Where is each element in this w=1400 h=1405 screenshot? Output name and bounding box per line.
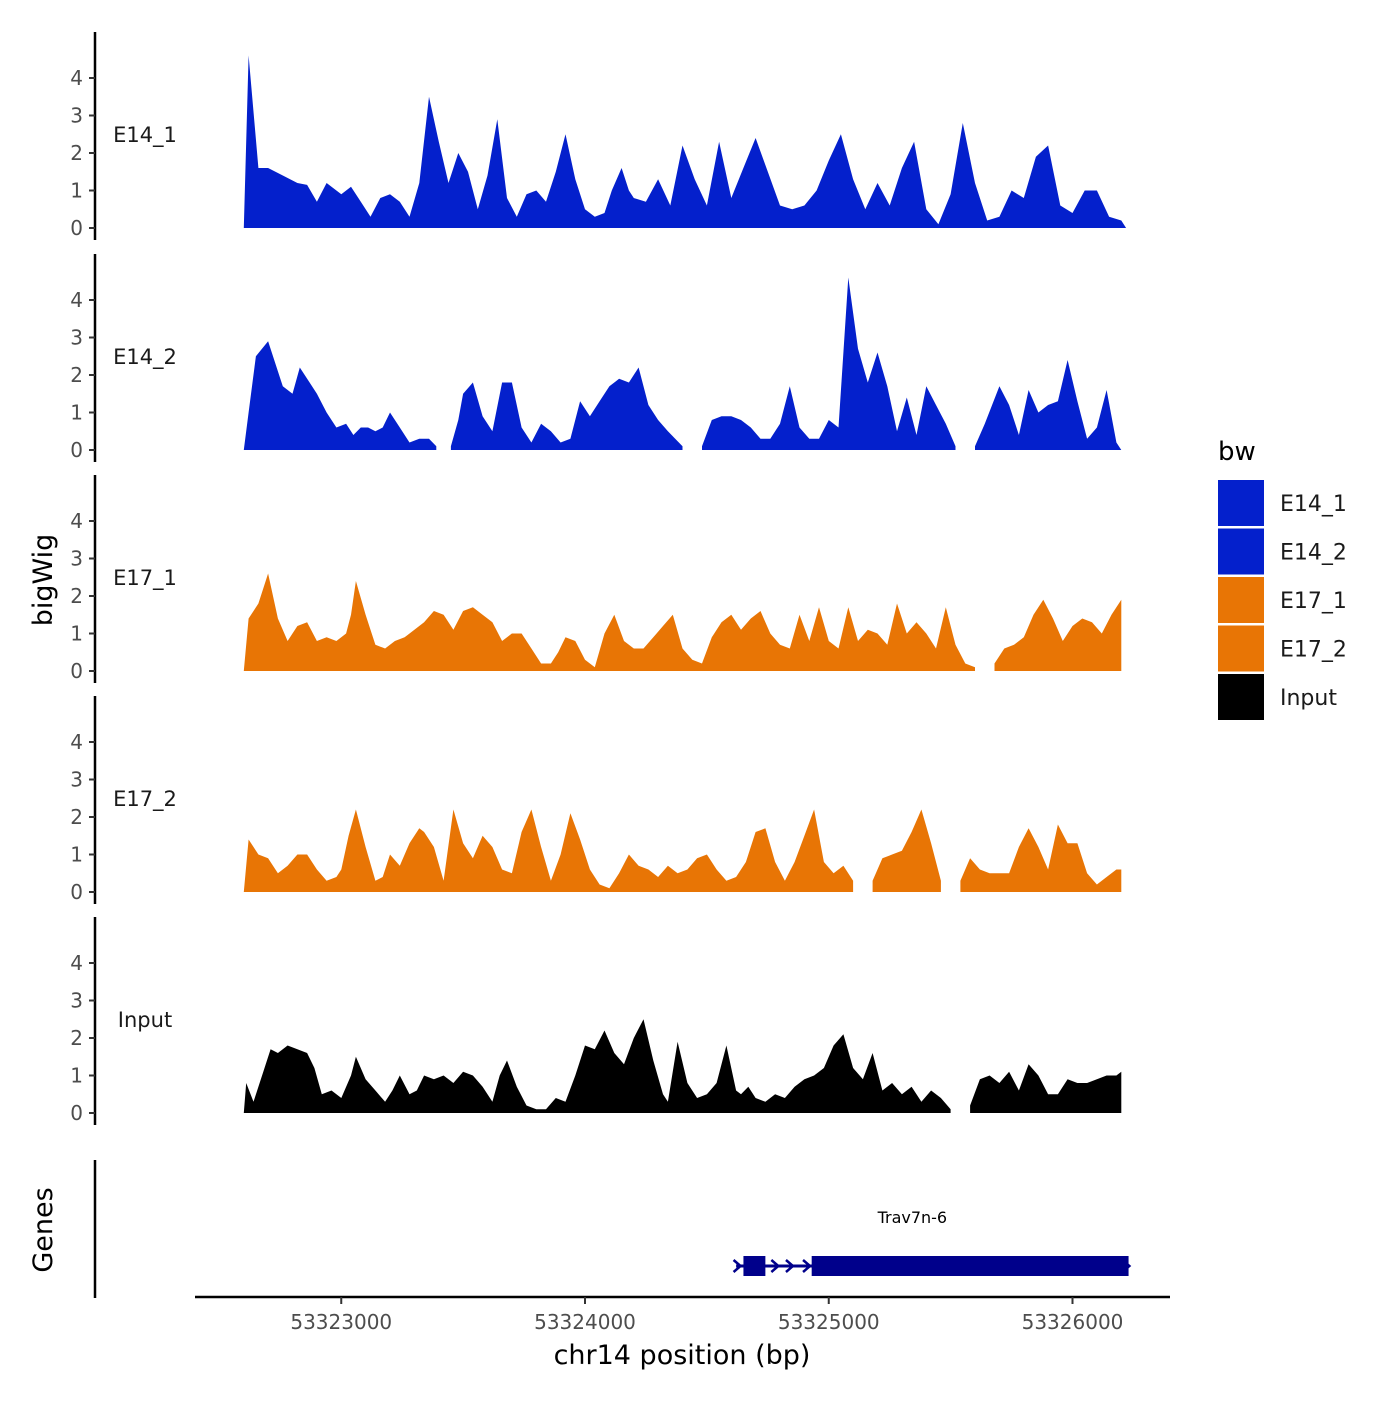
legend-entries: E14_1 E14_2 E17_1 E17_2 Input bbox=[1218, 480, 1347, 720]
x-tick-label: 53324000 bbox=[534, 1310, 636, 1334]
y-tick-label: 0 bbox=[70, 880, 83, 904]
legend-label: Input bbox=[1280, 686, 1337, 711]
coverage-area bbox=[970, 1064, 1122, 1113]
y-tick-label: 3 bbox=[70, 768, 83, 792]
legend-swatch bbox=[1218, 625, 1264, 672]
y-tick-label: 2 bbox=[70, 1026, 83, 1050]
y-tick-label: 0 bbox=[70, 216, 83, 240]
y-tick-label: 4 bbox=[70, 951, 83, 975]
y-tick-label: 0 bbox=[70, 659, 83, 683]
tracks-layer: 0 1 2 3 4 E14_1 0 1 2 3 4 E14_2 0 1 2 3 4 E17_1 0 1 2 3 4 E17_2… bbox=[70, 32, 1127, 1125]
track-label: E14_1 bbox=[113, 123, 177, 148]
coverage-area bbox=[872, 809, 941, 892]
coverage-area bbox=[243, 573, 976, 671]
gene-label: Trav7n-6 bbox=[877, 1208, 948, 1227]
y-tick-label: 3 bbox=[70, 989, 83, 1013]
track-e14-2: 0 1 2 3 4 E14_2 bbox=[70, 254, 1122, 462]
legend-label: E14_2 bbox=[1280, 541, 1347, 566]
y-tick-label: 3 bbox=[70, 326, 83, 350]
legend-entry-e14-2: E14_2 bbox=[1218, 528, 1347, 575]
y-axis-title: bigWig bbox=[28, 534, 59, 627]
y-tick-label: 0 bbox=[70, 438, 83, 462]
track-label: E17_1 bbox=[113, 566, 177, 591]
legend-swatch bbox=[1218, 480, 1264, 526]
coverage-area bbox=[243, 341, 437, 450]
track-e17-2: 0 1 2 3 4 E17_2 bbox=[70, 696, 1122, 904]
legend-label: E17_2 bbox=[1280, 638, 1347, 663]
y-tick-label: 4 bbox=[70, 66, 83, 90]
y-tick-label: 2 bbox=[70, 584, 83, 608]
gene-strand-arrow bbox=[732, 1259, 743, 1273]
x-tick-label: 53325000 bbox=[778, 1310, 880, 1334]
y-tick-label: 2 bbox=[70, 805, 83, 829]
legend-label: E17_1 bbox=[1280, 589, 1347, 614]
x-tick-label: 53326000 bbox=[1022, 1310, 1124, 1334]
y-tick-label: 2 bbox=[70, 141, 83, 165]
x-axis-title: chr14 position (bp) bbox=[554, 1340, 811, 1371]
x-tick-label: 53323000 bbox=[290, 1310, 392, 1334]
y-tick-label: 1 bbox=[70, 179, 83, 203]
track-label: E17_2 bbox=[113, 787, 177, 812]
y-tick-label: 3 bbox=[70, 104, 83, 128]
legend: bw E14_1 E14_2 E17_1 E17_2 Input bbox=[1218, 437, 1347, 720]
y-tick-label: 1 bbox=[70, 1064, 83, 1088]
legend-title: bw bbox=[1218, 437, 1256, 467]
gene-strand-arrow bbox=[770, 1259, 781, 1273]
track-label: E14_2 bbox=[113, 345, 177, 370]
gene-axis-title: Genes bbox=[28, 1187, 59, 1272]
gene-strand-arrow bbox=[785, 1259, 795, 1273]
gene-trav7n-6: Trav7n-6 bbox=[732, 1208, 1132, 1276]
legend-entry-input: Input bbox=[1218, 674, 1337, 720]
y-tick-label: 1 bbox=[70, 622, 83, 646]
coverage-area bbox=[243, 809, 854, 892]
x-axis: 53323000 53324000 53325000 53326000 bbox=[195, 1295, 1170, 1334]
track-input: 0 1 2 3 4 Input bbox=[70, 917, 1122, 1125]
legend-label: E14_1 bbox=[1280, 492, 1347, 517]
y-tick-label: 1 bbox=[70, 843, 83, 867]
coverage-area bbox=[960, 824, 1122, 892]
legend-entry-e14-1: E14_1 bbox=[1218, 480, 1347, 526]
genes-layer: Trav7n-6 bbox=[93, 1160, 1132, 1298]
gene-strand-arrow bbox=[802, 1259, 812, 1273]
track-label: Input bbox=[118, 1008, 172, 1032]
gene-exon bbox=[743, 1256, 766, 1276]
y-tick-label: 4 bbox=[70, 288, 83, 312]
track-e14-1: 0 1 2 3 4 E14_1 bbox=[70, 32, 1127, 240]
coverage-area bbox=[450, 367, 683, 450]
track-e17-1: 0 1 2 3 4 E17_1 bbox=[70, 475, 1122, 683]
gene-exon bbox=[811, 1256, 1129, 1276]
coverage-area bbox=[702, 277, 956, 450]
legend-entry-e17-1: E17_1 bbox=[1218, 577, 1347, 623]
coverage-area bbox=[994, 599, 1122, 671]
coverage-area bbox=[243, 55, 1127, 228]
coverage-area bbox=[243, 1019, 951, 1113]
y-tick-label: 1 bbox=[70, 401, 83, 425]
legend-swatch bbox=[1218, 528, 1264, 575]
legend-entry-e17-2: E17_2 bbox=[1218, 625, 1347, 672]
y-tick-label: 4 bbox=[70, 509, 83, 533]
y-tick-label: 4 bbox=[70, 730, 83, 754]
legend-swatch bbox=[1218, 577, 1264, 623]
y-tick-label: 3 bbox=[70, 547, 83, 571]
coverage-area bbox=[975, 360, 1122, 450]
y-tick-label: 2 bbox=[70, 363, 83, 387]
y-tick-label: 0 bbox=[70, 1101, 83, 1125]
legend-swatch bbox=[1218, 674, 1264, 720]
